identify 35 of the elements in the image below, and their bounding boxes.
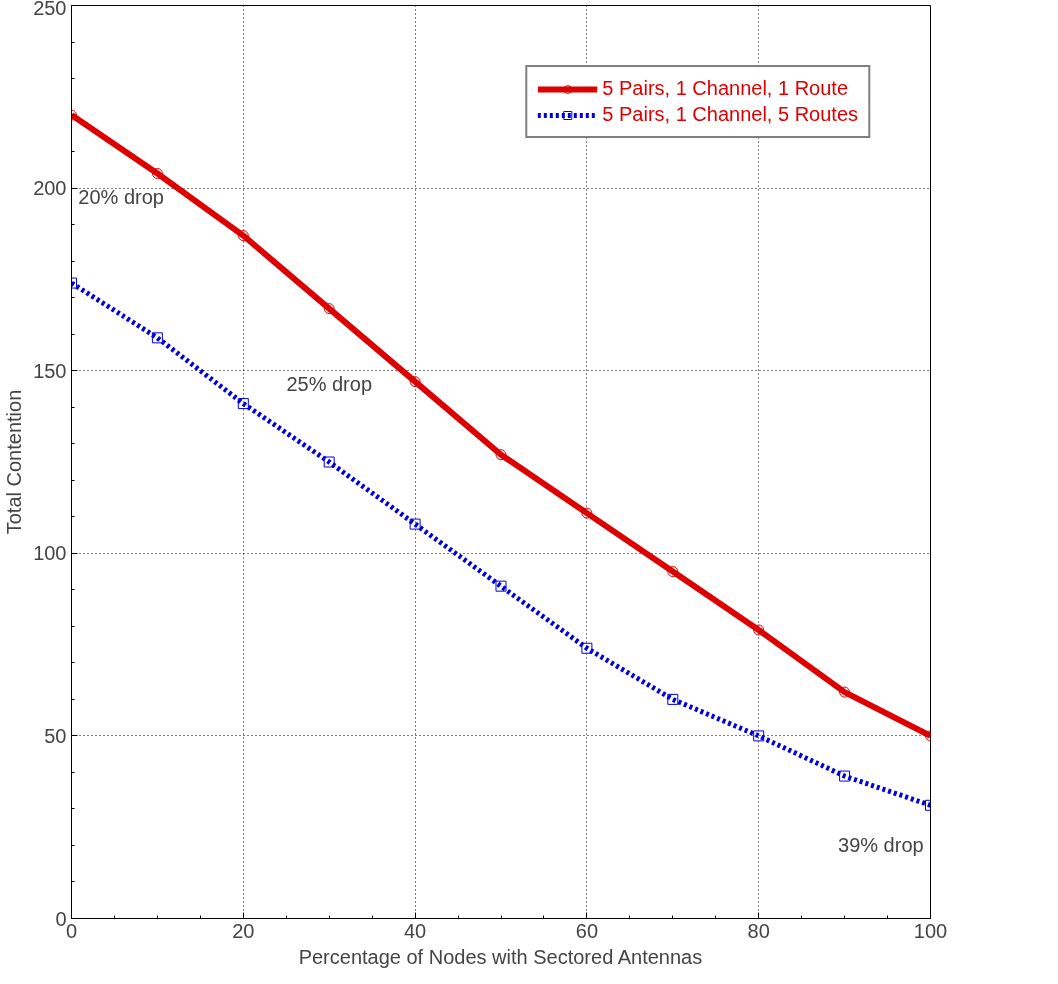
- point: [581, 507, 593, 519]
- point: [667, 566, 679, 578]
- x-tick-label: 60: [575, 919, 599, 942]
- y-tick-label: 150: [33, 359, 67, 382]
- y-tick-label: 100: [33, 542, 67, 565]
- y-tick-label: 250: [33, 0, 67, 19]
- point: [495, 449, 507, 461]
- x-axis-title: Percentage of Nodes with Sectored Antennas: [298, 945, 703, 968]
- x-tick-label: 100: [913, 919, 948, 942]
- point: [323, 456, 335, 468]
- point: [151, 332, 163, 344]
- y-tick-label: 50: [44, 724, 67, 747]
- point: [409, 518, 421, 530]
- annotation: 20% drop: [78, 186, 164, 209]
- x-tick-label: 20: [232, 919, 255, 942]
- point: [237, 230, 249, 242]
- annotation: 39% drop: [838, 834, 924, 857]
- y-axis-title: Total Contention: [3, 389, 26, 535]
- point: [753, 624, 765, 636]
- point: [667, 693, 679, 705]
- point: [409, 376, 421, 388]
- point: [495, 580, 507, 592]
- y-tick-label: 200: [33, 177, 67, 200]
- point: [839, 686, 851, 698]
- x-tick-label: 80: [747, 919, 770, 942]
- annotation: 25% drop: [286, 373, 373, 396]
- x-tick-label: 40: [403, 919, 427, 942]
- point: [839, 770, 851, 782]
- legend-label: 5 Pairs, 1 Channel, 5 Routes: [602, 103, 858, 126]
- point: [151, 168, 163, 179]
- point: [237, 398, 249, 410]
- point: [323, 303, 335, 315]
- point: [753, 730, 765, 742]
- point: [581, 642, 593, 654]
- legend-label: 5 Pairs, 1 Channel, 1 Route: [602, 77, 848, 100]
